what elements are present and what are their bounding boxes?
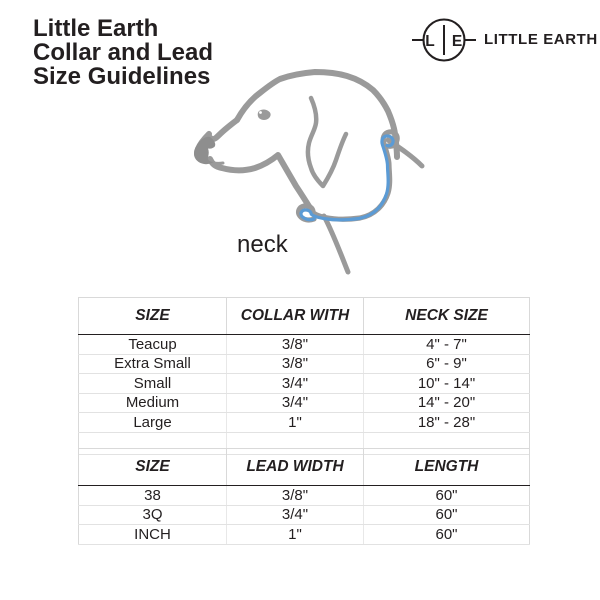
- svg-text:neck: neck: [237, 231, 289, 258]
